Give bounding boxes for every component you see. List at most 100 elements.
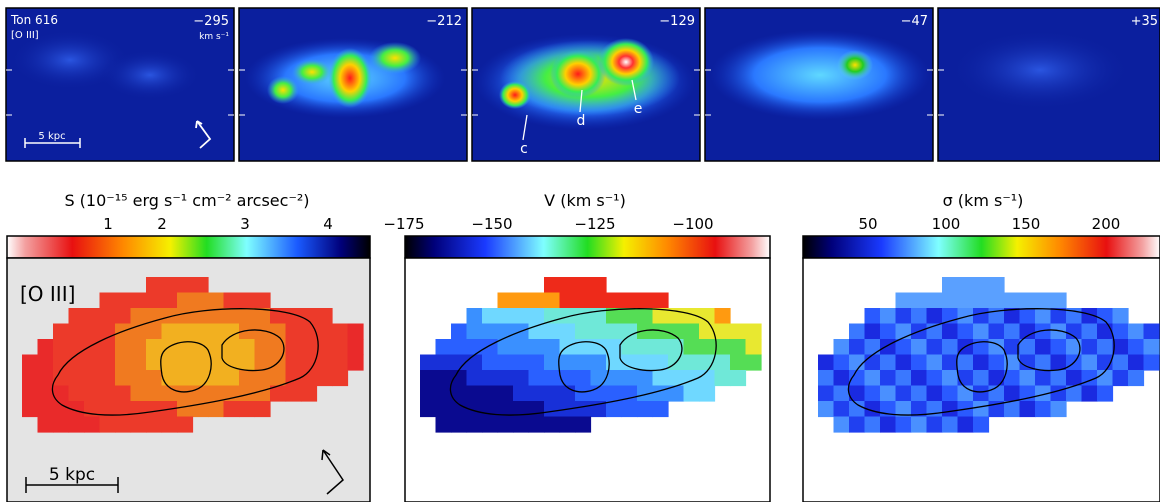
s-map-pixel xyxy=(239,401,256,418)
v-map-pixel xyxy=(482,416,499,433)
sigma-map-pixel xyxy=(1081,323,1098,340)
sigma-map-pixel xyxy=(942,354,959,371)
s-map-pixel xyxy=(208,323,225,340)
sigma-map-pixel xyxy=(1112,370,1129,387)
v-map-pixel xyxy=(590,323,607,340)
sigma-map-pixel xyxy=(818,401,835,418)
s-map-pixel xyxy=(177,277,194,294)
v-map-pixel xyxy=(621,370,638,387)
v-map-pixel xyxy=(482,370,499,387)
s-map-pixel xyxy=(68,354,85,371)
sigma-map-pixel xyxy=(926,354,943,371)
v-tick-3: −125 xyxy=(574,215,615,233)
v-map-pixel xyxy=(513,401,530,418)
sigma-map-pixel xyxy=(880,339,897,356)
sigma-map-pixel xyxy=(926,292,943,309)
v-map-pixel xyxy=(497,401,514,418)
sigma-map-pixel xyxy=(973,292,990,309)
s-map-pixel xyxy=(254,401,271,418)
sigma-map-pixel xyxy=(1066,385,1083,402)
sigma-map-pixel xyxy=(1050,385,1067,402)
s-map-pixel xyxy=(332,370,349,387)
v-map-pixel xyxy=(544,323,561,340)
sigma-map-pixel xyxy=(1128,323,1145,340)
sigma-map-pixel xyxy=(1128,339,1145,356)
sigma-map-pixel xyxy=(942,416,959,433)
sigma-map-pixel xyxy=(973,416,990,433)
v-map-pixel xyxy=(497,385,514,402)
v-map-pixel xyxy=(482,339,499,356)
sigma-tick-2: 100 xyxy=(932,215,961,233)
v-map-pixel xyxy=(466,308,483,325)
v-map-pixel xyxy=(590,277,607,294)
sigma-map-pixel xyxy=(911,416,928,433)
sigma-colorbar xyxy=(802,235,1160,259)
v-map-pixel xyxy=(575,292,592,309)
v-map-pixel xyxy=(528,370,545,387)
s-map-pixel xyxy=(115,401,132,418)
channel-scale-label: 5 kpc xyxy=(38,131,65,142)
s-map-pixel xyxy=(146,416,163,433)
v-map-pixel xyxy=(451,370,468,387)
s-map-pixel xyxy=(22,354,39,371)
s-map-scale-label: 5 kpc xyxy=(49,465,95,485)
v-map-pixel xyxy=(668,323,685,340)
sigma-map-pixel xyxy=(1050,308,1067,325)
v-map-pixel xyxy=(544,401,561,418)
v-map-pixel xyxy=(528,308,545,325)
sigma-map-pixel xyxy=(864,308,881,325)
s-map-pixel xyxy=(115,416,132,433)
sigma-map-pixel xyxy=(1004,354,1021,371)
v-map-pixel xyxy=(466,354,483,371)
s-map-pixel xyxy=(99,308,116,325)
s-map-pixel xyxy=(68,308,85,325)
sigma-map-pixel xyxy=(957,323,974,340)
s-tick-4: 4 xyxy=(323,215,333,233)
s-map-pixel xyxy=(223,323,240,340)
sigma-map-pixel xyxy=(1035,370,1052,387)
v-map-pixel xyxy=(451,401,468,418)
v-map-pixel xyxy=(466,323,483,340)
v-map-pixel xyxy=(652,370,669,387)
v-map-pixel xyxy=(575,416,592,433)
v-map-pixel xyxy=(652,339,669,356)
sigma-map-pixel xyxy=(864,339,881,356)
s-map-pixel xyxy=(22,370,39,387)
s-map-pixel xyxy=(208,385,225,402)
sigma-map-pixel xyxy=(1081,385,1098,402)
s-map-pixel xyxy=(146,292,163,309)
v-map-pixel xyxy=(590,370,607,387)
s-map-pixel xyxy=(99,385,116,402)
s-map-pixel xyxy=(146,370,163,387)
s-map-pixel xyxy=(161,323,178,340)
s-map-pixel xyxy=(115,308,132,325)
channel-map-3 xyxy=(472,8,700,161)
v-map-pixel xyxy=(497,339,514,356)
s-map-pixel xyxy=(130,308,147,325)
sigma-map-pixel xyxy=(1066,370,1083,387)
v-map-pixel xyxy=(683,308,700,325)
sigma-map-pixel xyxy=(864,370,881,387)
sigma-map-pixel xyxy=(1019,370,1036,387)
sigma-map-pixel xyxy=(895,401,912,418)
v-map-pixel xyxy=(513,416,530,433)
component-label-d: d xyxy=(577,113,586,129)
v-map-pixel xyxy=(621,339,638,356)
component-label-c: c xyxy=(520,141,528,157)
s-map-pixel xyxy=(208,292,225,309)
s-map-pixel xyxy=(130,354,147,371)
sigma-map-pixel xyxy=(988,354,1005,371)
sigma-map-pixel xyxy=(849,339,866,356)
v-map-pixel xyxy=(559,323,576,340)
v-map-pixel xyxy=(497,416,514,433)
v-map-pixel xyxy=(435,416,452,433)
sigma-map-pixel xyxy=(957,277,974,294)
sigma-map-pixel xyxy=(1050,323,1067,340)
s-map-pixel xyxy=(37,370,54,387)
v-map-pixel xyxy=(637,370,654,387)
v-map-pixel xyxy=(575,339,592,356)
s-map-pixel xyxy=(177,401,194,418)
channel-ticks xyxy=(6,69,944,116)
sigma-map-pixel xyxy=(833,385,850,402)
s-map-pixel xyxy=(68,323,85,340)
